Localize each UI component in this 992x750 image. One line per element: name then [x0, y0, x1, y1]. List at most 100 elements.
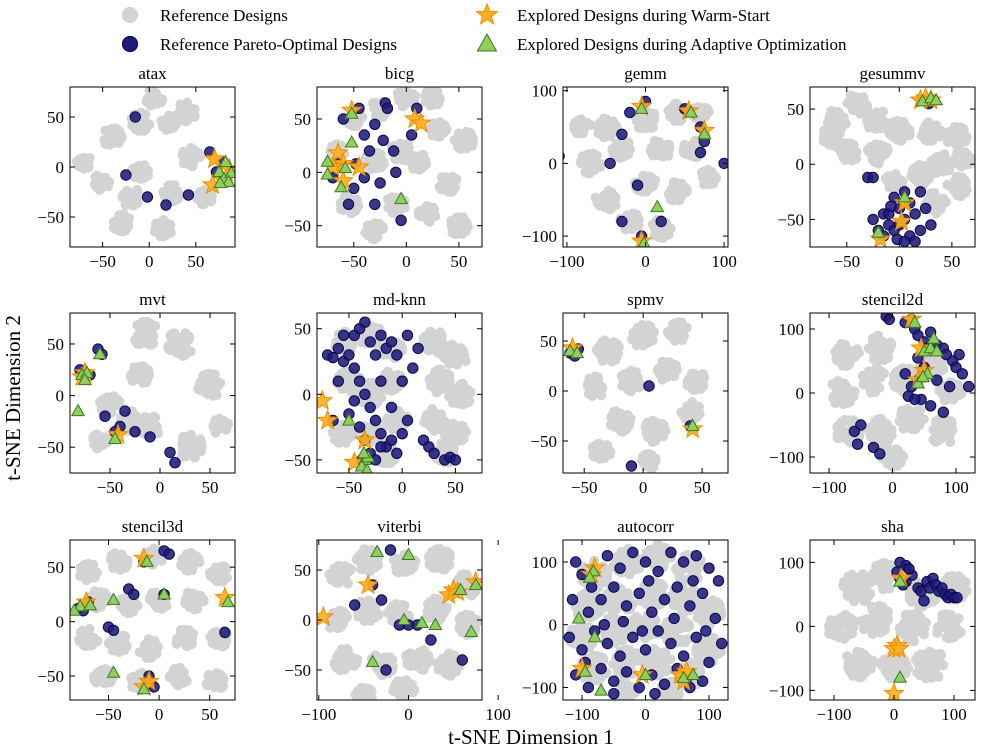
reference-point: [103, 394, 114, 405]
reference-point: [181, 550, 192, 560]
reference-point: [870, 340, 881, 351]
pareto-point: [129, 111, 142, 123]
reference-point: [668, 183, 679, 194]
reference-point: [829, 107, 840, 118]
reference-point: [144, 87, 155, 95]
reference-point: [647, 454, 658, 465]
reference-point: [435, 607, 446, 618]
reference-point: [656, 139, 667, 150]
pareto-point: [219, 626, 231, 639]
pareto-point: [327, 351, 339, 364]
adaptive-point: [92, 346, 108, 360]
reference-point: [98, 403, 109, 413]
reference-point: [633, 379, 643, 390]
pareto-point: [883, 313, 895, 326]
pareto-point: [337, 329, 350, 341]
reference-point: [125, 198, 136, 209]
pareto-point: [144, 431, 156, 443]
reference-point: [576, 114, 587, 125]
reference-point: [694, 381, 705, 392]
legend-warm-start-marker: [475, 2, 499, 26]
adaptive-point: [70, 403, 86, 417]
reference-point: [359, 547, 369, 558]
adaptive-designs: [341, 413, 376, 473]
reference-point: [102, 437, 113, 448]
reference-point: [397, 139, 408, 150]
reference-point: [833, 420, 844, 431]
x-tick-label: 0: [155, 705, 164, 724]
reference-point: [890, 367, 901, 378]
reference-point: [188, 157, 199, 167]
y-tick-label: 0: [796, 384, 805, 403]
legend-pareto-marker: [121, 35, 139, 53]
pareto-point: [353, 421, 366, 433]
reference-point: [340, 574, 351, 585]
reference-point: [610, 406, 621, 417]
reference-point: [886, 459, 896, 469]
y-tick-label: 0: [56, 613, 65, 632]
reference-point: [432, 96, 443, 107]
adaptive-point: [338, 160, 353, 174]
adaptive-point: [910, 375, 925, 389]
reference-point: [456, 611, 467, 622]
adaptive-point: [361, 462, 373, 473]
y-tick-label: 100: [532, 82, 558, 101]
reference-point: [342, 611, 352, 622]
adaptive-designs: [871, 90, 944, 238]
reference-point: [438, 382, 449, 392]
reference-point: [652, 364, 663, 375]
legend-reference-marker: [121, 6, 139, 24]
reference-point: [944, 430, 955, 441]
reference-point: [855, 99, 866, 110]
axes-frame: [316, 312, 483, 474]
plot-area: [317, 543, 482, 700]
reference-point: [937, 416, 948, 427]
reference-point: [218, 419, 229, 430]
reference-point: [418, 645, 429, 656]
reference-point: [156, 555, 167, 566]
reference-point: [894, 175, 905, 186]
reference-point: [441, 344, 452, 355]
reference-point: [960, 136, 971, 147]
pareto-point: [937, 406, 949, 418]
reference-designs: [71, 87, 217, 242]
reference-point: [105, 636, 116, 647]
x-tick-label: −50: [89, 252, 116, 271]
x-tick-label: −50: [97, 478, 124, 497]
reference-point: [835, 115, 846, 126]
reference-point: [186, 595, 197, 606]
adaptive-point: [344, 134, 359, 148]
reference-point: [458, 392, 469, 403]
reference-point: [146, 414, 157, 425]
y-tick-label: 50: [540, 332, 557, 351]
reference-point: [142, 170, 153, 181]
reference-point: [118, 640, 129, 651]
pareto-point: [160, 199, 172, 211]
x-tick-label: 0: [398, 478, 407, 497]
reference-point: [118, 604, 129, 615]
reference-point: [168, 343, 179, 354]
reference-point: [398, 607, 409, 618]
reference-point: [601, 440, 612, 451]
reference-point: [588, 445, 599, 456]
pareto-point: [616, 215, 628, 228]
x-tick-label: −50: [833, 252, 860, 271]
adaptive-point: [897, 189, 912, 203]
reference-point: [341, 378, 352, 389]
pareto-point: [163, 548, 175, 560]
reference-point: [938, 390, 949, 401]
pareto-point: [128, 588, 140, 601]
panel-title: viterbi: [377, 517, 422, 536]
reference-point: [364, 377, 375, 388]
reference-point: [104, 677, 115, 688]
pareto-point: [369, 118, 381, 131]
reference-point: [455, 624, 466, 635]
reference-point: [365, 556, 376, 567]
reference-point: [669, 100, 680, 110]
reference-point: [646, 147, 657, 158]
plot-area: [70, 316, 234, 469]
warm-start-point: [203, 147, 226, 169]
reference-point: [677, 335, 688, 346]
pareto-point: [412, 342, 424, 355]
pareto-point: [377, 134, 389, 147]
